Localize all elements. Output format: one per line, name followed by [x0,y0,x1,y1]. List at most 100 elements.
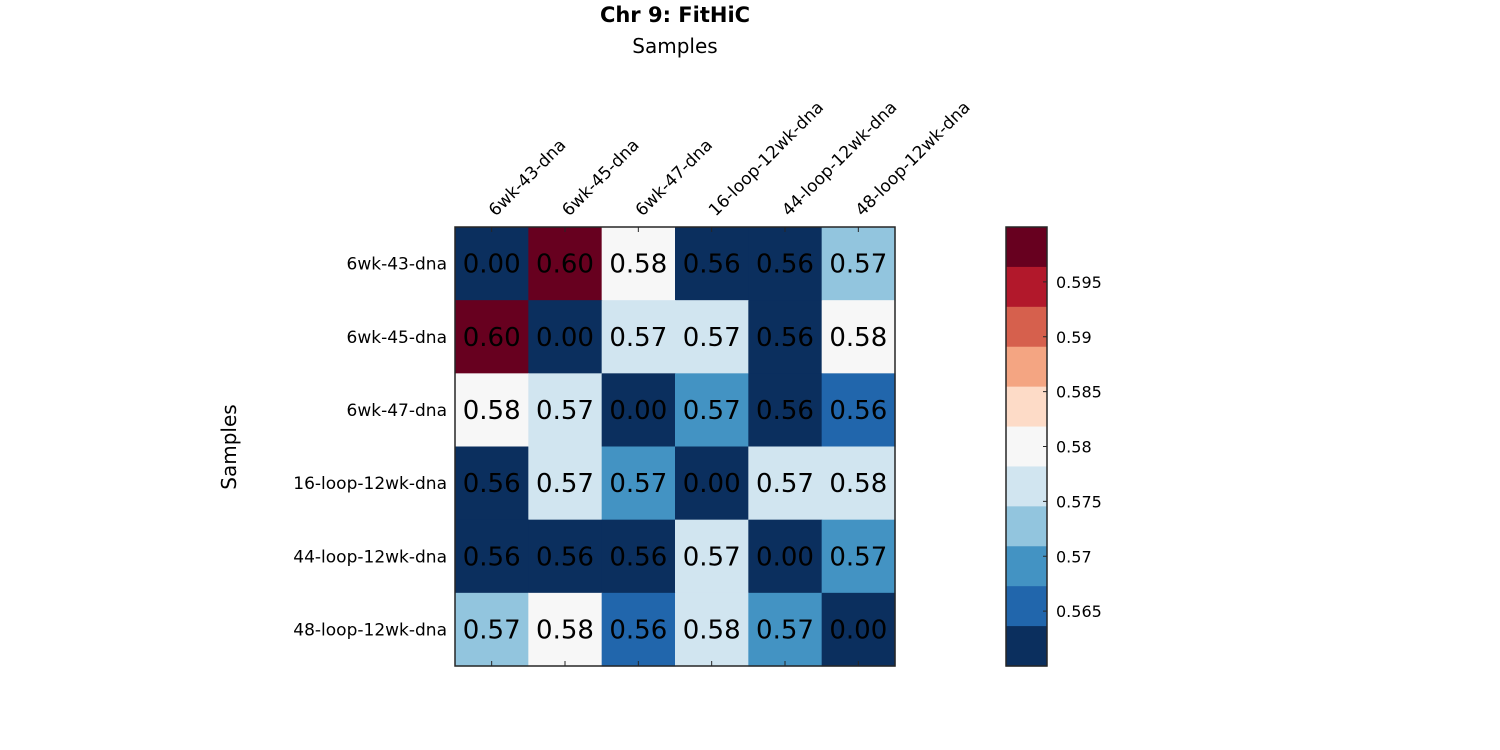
cell-value-label: 0.57 [536,396,594,426]
heatmap-cell [455,446,529,521]
heatmap-cell [601,446,676,521]
colorbar-tick-label: 0.595 [1056,273,1102,292]
y-tick-label: 6wk-45-dna [347,328,447,348]
y-tick-label: 44-loop-12wk-dna [293,547,447,567]
cell-value-label: 0.57 [829,542,887,572]
heatmap-cell [821,592,896,667]
cell-value-label: 0.58 [609,250,667,280]
cell-value-label: 0.57 [536,469,594,499]
cell-value-label: 0.56 [829,396,887,426]
y-axis-label: Samples [217,404,241,489]
x-axis-label: Samples [632,34,717,58]
y-tick-label: 16-loop-12wk-dna [293,474,447,494]
cell-value-label: 0.56 [463,542,521,572]
heatmap-cell [748,446,823,521]
heatmap-cell [528,446,603,521]
cell-value-label: 0.00 [463,250,521,280]
heatmap-cell [675,592,749,667]
cell-value-label: 0.57 [756,615,814,645]
heatmap-cell [601,373,676,448]
cell-value-label: 0.56 [609,542,667,572]
heatmap-cell [748,519,823,594]
heatmap-cell [528,227,603,301]
colorbar-segment [1006,346,1047,388]
cell-value-label: 0.58 [536,615,594,645]
cell-value-label: 0.57 [683,396,741,426]
heatmap-cell [748,300,823,374]
x-tick-label: 6wk-45-dna [558,135,643,220]
cell-value-label: 0.57 [609,323,667,353]
x-tick-labels: 6wk-43-dna6wk-45-dna6wk-47-dna16-loop-12… [485,98,975,221]
heatmap-cell [675,300,749,374]
heatmap-cell [821,446,896,521]
y-tick-label: 48-loop-12wk-dna [293,620,447,640]
heatmap-cell [821,227,896,301]
cell-value-label: 0.56 [683,250,741,280]
heatmap-cell [601,519,676,594]
cell-value-label: 0.60 [463,323,521,353]
cell-value-label: 0.56 [463,469,521,499]
colorbar-segment [1006,227,1047,268]
colorbar-segment [1006,506,1047,547]
colorbar-tick-label: 0.57 [1056,547,1092,566]
cell-value-label: 0.56 [536,542,594,572]
colorbar-segment [1006,386,1047,428]
cell-value-label: 0.57 [683,323,741,353]
colorbar-tick-label: 0.59 [1056,328,1092,347]
cell-value-label: 0.57 [683,542,741,572]
colorbar-segment [1006,626,1047,667]
colorbar-segment [1006,466,1047,507]
y-tick-label: 6wk-47-dna [347,401,447,421]
cell-value-label: 0.60 [536,250,594,280]
heatmap-cell [528,592,603,667]
heatmap-cell [455,373,529,448]
cell-value-label: 0.57 [609,469,667,499]
heatmap-cells [455,227,896,667]
cell-value-label: 0.58 [463,396,521,426]
heatmap-cell [528,300,603,374]
x-tick-label: 6wk-47-dna [632,135,717,220]
colorbar-segment [1006,546,1047,587]
colorbar-segment [1006,586,1047,627]
heatmap-cell [821,300,896,374]
heatmap-cell [455,227,529,301]
heatmap-cell [601,300,676,374]
colorbar-tick-label: 0.565 [1056,602,1102,621]
cell-value-label: 0.56 [756,323,814,353]
heatmap-cell [601,227,676,301]
cell-value-label: 0.00 [536,323,594,353]
cell-value-label: 0.56 [609,615,667,645]
cell-value-label: 0.00 [829,615,887,645]
plot-frame [454,226,896,667]
colorbar-segment [1006,426,1047,468]
heatmap-cell [601,592,676,667]
heatmap-cell [675,446,749,521]
cell-value-label: 0.00 [683,469,741,499]
colorbar: 0.565 0.57 0.575 0.58 0.585 0.59 0.595 [1005,226,1102,667]
colorbar-tick-label: 0.585 [1056,383,1102,402]
heatmap-cell-labels: 0.00 0.60 0.58 0.56 0.56 0.57 0.60 0.00 0.57 0.57… [463,250,888,646]
heatmap-cell [748,373,823,448]
x-tick-label: 6wk-43-dna [485,135,570,220]
chart-title: Chr 9: FitHiC [600,3,750,27]
colorbar-tick-label: 0.575 [1056,492,1102,511]
heatmap-cell [675,519,749,594]
cell-value-label: 0.58 [683,615,741,645]
heatmap-cell [528,519,603,594]
heatmap-cell [675,373,749,448]
colorbar-segment [1006,266,1047,308]
cell-value-label: 0.56 [756,396,814,426]
x-tick-marks [491,227,859,666]
heatmap-cell [455,519,529,594]
heatmap-cell [748,592,823,667]
heatmap-cell [528,373,603,448]
y-tick-labels: 6wk-43-dna 6wk-45-dna 6wk-47-dna 16-loop-12… [293,255,447,641]
cell-value-label: 0.57 [829,250,887,280]
heatmap-cell [748,227,823,301]
heatmap-cell [455,592,529,667]
cell-value-label: 0.58 [829,469,887,499]
cell-value-label: 0.57 [756,469,814,499]
cell-value-label: 0.57 [463,615,521,645]
cell-value-label: 0.58 [829,323,887,353]
